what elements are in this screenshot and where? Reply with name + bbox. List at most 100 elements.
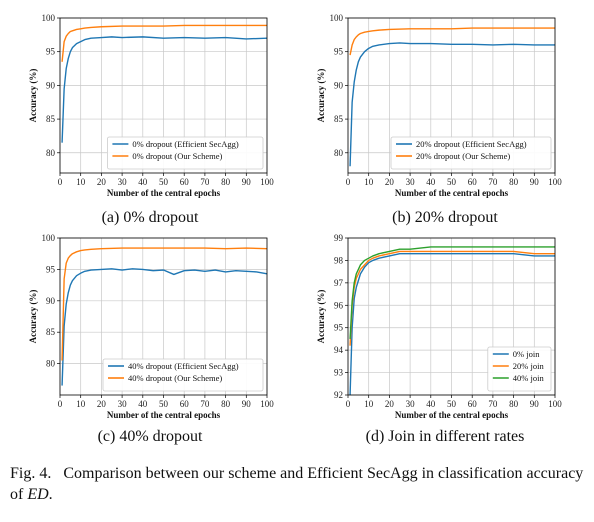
x-tick-label: 20 [97, 177, 107, 187]
x-tick-label: 10 [76, 399, 86, 409]
x-axis-label: Number of the central epochs [107, 188, 221, 198]
x-tick-label: 50 [447, 399, 457, 409]
x-tick-label: 60 [180, 177, 190, 187]
y-axis-label: Accuracy (%) [316, 290, 326, 344]
y-tick-label: 95 [46, 47, 56, 57]
series-line-0 [349, 252, 555, 396]
legend-label-0: 20% dropout (Efficient SecAgg) [416, 139, 527, 149]
x-tick-label: 50 [159, 177, 169, 187]
legend: 0% join 20% join 40% join [487, 346, 552, 392]
x-tick-label: 0 [346, 399, 351, 409]
figure-caption: Fig. 4. Comparison between our scheme an… [10, 463, 586, 505]
y-tick-label: 85 [334, 114, 344, 124]
series-line-2 [349, 246, 555, 339]
x-tick-label: 90 [530, 177, 540, 187]
chart-panel-2: 0 10 20 30 40 50 60 70 80 90 100 80 85 90 95 100 Number … [28, 233, 274, 445]
legend-label-1: 0% dropout (Our Scheme) [132, 151, 222, 161]
y-tick-label: 85 [46, 114, 56, 124]
y-tick-label: 100 [42, 13, 56, 23]
y-tick-label: 97 [334, 278, 344, 288]
caption-math: ED [27, 486, 49, 503]
legend-label-0: 0% join [513, 349, 540, 359]
caption-end: . [48, 486, 53, 503]
x-tick-label: 40 [426, 177, 436, 187]
x-tick-label: 100 [260, 399, 274, 409]
x-tick-label: 90 [242, 177, 252, 187]
y-tick-label: 90 [46, 296, 56, 306]
legend-box [487, 346, 552, 392]
series-line-1 [61, 24, 267, 62]
x-tick-label: 100 [548, 177, 562, 187]
x-tick-label: 100 [548, 399, 562, 409]
x-tick-label: 90 [242, 399, 252, 409]
y-tick-label: 85 [46, 327, 56, 337]
x-axis-label: Number of the central epochs [395, 188, 509, 198]
y-tick-label: 90 [334, 80, 344, 90]
series-line-1 [349, 250, 555, 346]
x-tick-label: 10 [364, 177, 374, 187]
y-tick-label: 98 [334, 255, 344, 265]
x-tick-label: 60 [180, 399, 190, 409]
x-tick-label: 40 [138, 399, 148, 409]
x-tick-label: 10 [364, 399, 374, 409]
y-tick-label: 80 [46, 359, 56, 369]
y-tick-label: 100 [330, 13, 344, 23]
y-tick-label: 90 [46, 80, 56, 90]
x-tick-label: 70 [488, 399, 498, 409]
series-line-0 [61, 36, 268, 143]
y-tick-label: 94 [334, 345, 344, 355]
y-axis-label: Accuracy (%) [316, 69, 326, 123]
x-tick-label: 40 [426, 399, 436, 409]
x-tick-label: 40 [138, 177, 148, 187]
x-tick-label: 0 [58, 177, 63, 187]
series-line-0 [61, 268, 268, 386]
legend-label-2: 40% join [513, 373, 545, 383]
y-tick-label: 80 [334, 148, 344, 158]
subcaption: (a) 0% dropout [102, 209, 199, 226]
x-axis-label: Number of the central epochs [395, 410, 509, 420]
legend-label-0: 40% dropout (Efficient SecAgg) [128, 361, 239, 371]
x-tick-label: 70 [200, 177, 210, 187]
series-line-1 [61, 247, 268, 361]
y-axis-label: Accuracy (%) [28, 69, 38, 123]
x-tick-label: 80 [509, 399, 519, 409]
x-tick-label: 100 [260, 177, 274, 187]
y-tick-label: 95 [334, 47, 344, 57]
legend-box [102, 358, 264, 392]
caption-label: Fig. 4. [10, 465, 52, 482]
chart-panel-3: 0 10 20 30 40 50 60 70 80 90 100 92 93 94 95 96 97 98 99 Nu… [316, 233, 562, 445]
x-tick-label: 80 [221, 399, 231, 409]
x-tick-label: 80 [509, 177, 519, 187]
x-tick-label: 60 [468, 399, 478, 409]
x-tick-label: 80 [221, 177, 231, 187]
legend-box [107, 136, 264, 170]
x-tick-label: 60 [468, 177, 478, 187]
y-tick-label: 80 [46, 148, 56, 158]
y-tick-label: 95 [334, 323, 344, 333]
legend-label-1: 20% join [513, 361, 545, 371]
legend-label-1: 20% dropout (Our Scheme) [416, 151, 510, 161]
x-tick-label: 20 [385, 399, 395, 409]
series-line-0 [349, 42, 555, 167]
y-tick-label: 100 [42, 233, 56, 243]
x-tick-label: 10 [76, 177, 86, 187]
x-tick-label: 30 [406, 399, 416, 409]
legend-label-0: 0% dropout (Efficient SecAgg) [132, 139, 238, 149]
y-tick-label: 93 [334, 368, 344, 378]
x-tick-label: 0 [346, 177, 351, 187]
subcaption: (d) Join in different rates [366, 428, 525, 445]
legend-box [390, 136, 552, 170]
x-tick-label: 0 [58, 399, 63, 409]
y-tick-label: 92 [334, 390, 343, 400]
legend-label-1: 40% dropout (Our Scheme) [128, 373, 222, 383]
x-tick-label: 30 [406, 177, 416, 187]
x-tick-label: 30 [118, 177, 128, 187]
y-axis-label: Accuracy (%) [28, 290, 38, 344]
series-line-1 [349, 27, 555, 56]
x-tick-label: 70 [488, 177, 498, 187]
caption-text: Comparison between our scheme and Effici… [10, 465, 584, 503]
subcaption: (c) 40% dropout [98, 428, 203, 445]
x-tick-label: 50 [159, 399, 169, 409]
x-axis-label: Number of the central epochs [107, 410, 221, 420]
